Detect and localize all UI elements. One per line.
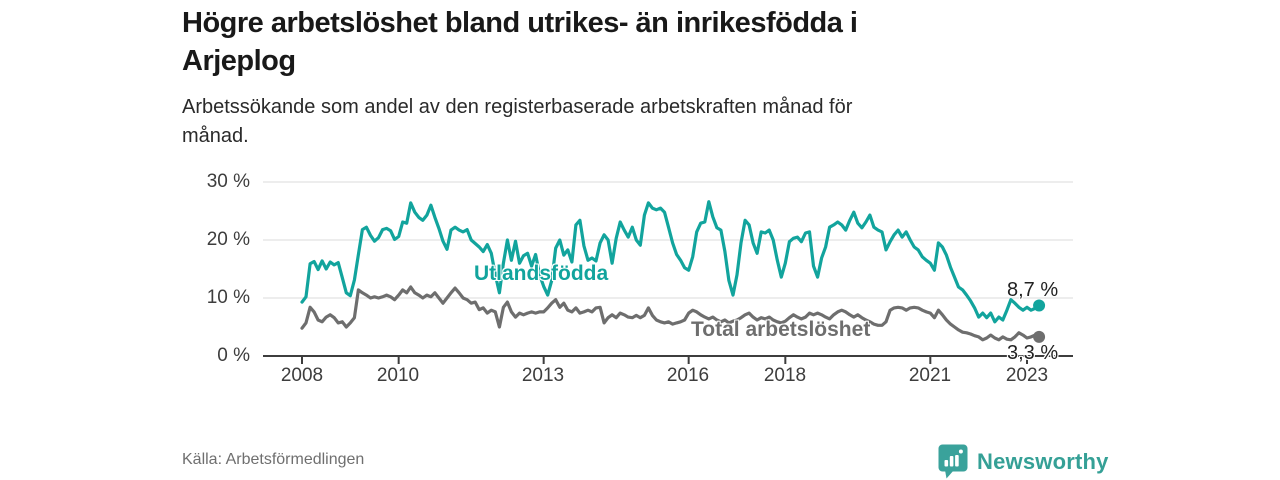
- newsworthy-icon: [938, 444, 969, 479]
- x-tick-2008: 2008: [280, 365, 324, 386]
- chart-title-line2: Arjeplog: [182, 45, 296, 77]
- x-tick-2021: 2021: [908, 365, 952, 386]
- end-value-utlandsfodda: 8,7 %: [1007, 279, 1059, 301]
- chart-subtitle-line2: månad.: [182, 125, 249, 147]
- y-tick-20: 20 %: [206, 229, 250, 250]
- chart-subtitle-line1: Arbetssökande som andel av den registerb…: [182, 96, 853, 118]
- source-note: Källa: Arbetsförmedlingen: [182, 451, 365, 468]
- series-line-total: [300, 285, 1041, 342]
- chart-subtitle: Arbetssökande som andel av den registerb…: [182, 93, 982, 151]
- x-tick-2023: 2023: [1005, 365, 1049, 386]
- x-tick-2016: 2016: [666, 365, 710, 386]
- y-tick-10: 10 %: [206, 287, 250, 308]
- brand-logo: Newsworthy: [938, 444, 1109, 479]
- series-label-utlandsfodda: Utlandsfödda: [474, 262, 609, 285]
- x-tick-2018: 2018: [763, 365, 807, 386]
- y-tick-30: 30 %: [206, 171, 250, 192]
- chart-title: Högre arbetslöshet bland utrikes- än inr…: [182, 4, 1162, 80]
- chart-title-line1: Högre arbetslöshet bland utrikes- än inr…: [182, 7, 858, 39]
- y-tick-0: 0 %: [217, 345, 250, 366]
- brand-name: Newsworthy: [977, 448, 1109, 474]
- x-tick-2010: 2010: [376, 365, 420, 386]
- x-tick-2013: 2013: [521, 365, 565, 386]
- end-value-total: 3,3 %: [1007, 342, 1059, 364]
- series-line-utlandsfodda: [300, 200, 1041, 324]
- series-label-total-arbetsloshet: Total arbetslöshet: [691, 318, 871, 341]
